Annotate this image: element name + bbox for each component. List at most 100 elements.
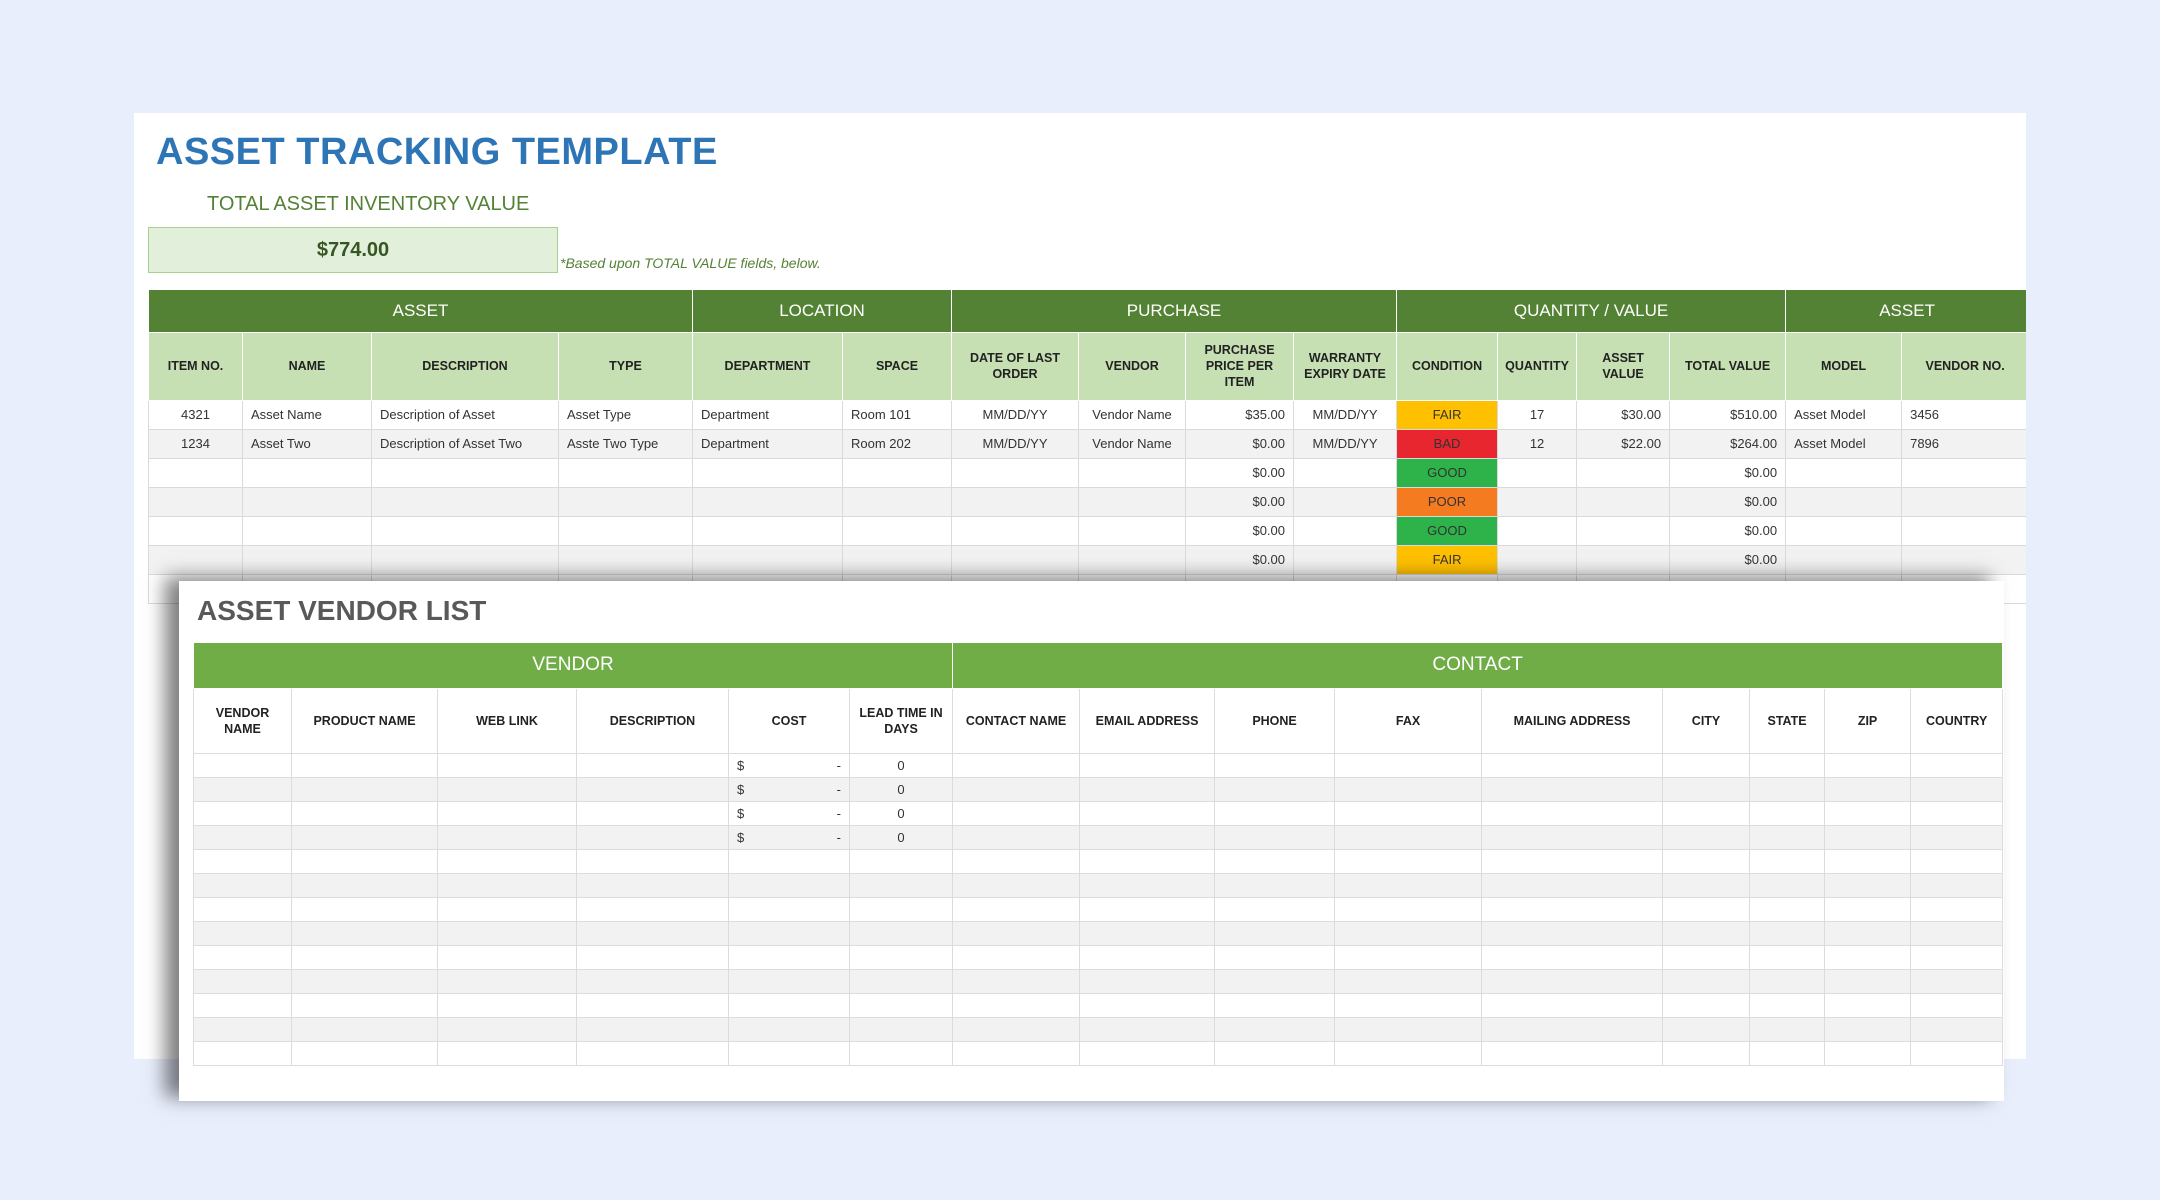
lead-time-cell[interactable] (848, 944, 954, 970)
table-cell[interactable] (148, 486, 243, 517)
table-cell[interactable] (576, 800, 729, 826)
table-cell[interactable] (952, 944, 1081, 970)
table-cell[interactable] (1481, 848, 1664, 874)
vendor-column-header[interactable]: ZIP (1824, 687, 1912, 754)
table-cell[interactable] (1824, 776, 1912, 802)
lead-time-cell[interactable] (848, 920, 954, 946)
table-cell[interactable] (1576, 486, 1671, 517)
cost-cell[interactable]: $ - (728, 800, 850, 826)
table-cell[interactable] (1749, 752, 1826, 778)
table-cell[interactable] (1079, 944, 1216, 970)
table-cell[interactable] (576, 1016, 729, 1042)
table-cell[interactable] (1497, 486, 1578, 517)
cost-cell[interactable] (728, 944, 850, 970)
table-cell[interactable] (1334, 896, 1483, 922)
table-cell[interactable]: MM/DD/YY (1293, 399, 1398, 430)
table-cell[interactable] (1662, 776, 1751, 802)
table-cell[interactable] (291, 1016, 438, 1042)
table-cell[interactable]: $510.00 (1669, 399, 1787, 430)
vendor-column-header[interactable]: FAX (1334, 687, 1483, 754)
table-cell[interactable] (952, 848, 1081, 874)
vendor-column-header[interactable]: COST (728, 687, 850, 754)
table-cell[interactable] (437, 920, 577, 946)
table-cell[interactable]: 1234 (148, 428, 243, 459)
table-cell[interactable] (1749, 896, 1826, 922)
table-cell[interactable] (1079, 824, 1216, 850)
table-cell[interactable] (1334, 944, 1483, 970)
table-cell[interactable]: 4321 (148, 399, 243, 430)
table-cell[interactable] (1079, 968, 1216, 994)
table-cell[interactable] (1785, 457, 1903, 488)
table-cell[interactable] (951, 457, 1080, 488)
vendor-column-header[interactable]: CONTACT NAME (952, 687, 1081, 754)
table-cell[interactable] (576, 872, 729, 898)
vendor-column-header[interactable]: COUNTRY (1910, 687, 2004, 754)
table-cell[interactable] (1910, 992, 2004, 1018)
table-cell[interactable] (1481, 1040, 1664, 1066)
table-cell[interactable] (1749, 1016, 1826, 1042)
lead-time-cell[interactable] (848, 1040, 954, 1066)
table-cell[interactable] (952, 752, 1081, 778)
table-cell[interactable] (558, 486, 693, 517)
table-cell[interactable] (952, 800, 1081, 826)
table-cell[interactable] (1662, 968, 1751, 994)
table-cell[interactable] (193, 752, 292, 778)
lead-time-cell[interactable] (848, 1016, 954, 1042)
asset-column-header[interactable]: MODEL (1785, 331, 1903, 401)
table-cell[interactable] (1824, 1040, 1912, 1066)
table-cell[interactable] (1334, 1040, 1483, 1066)
table-cell[interactable] (1481, 968, 1664, 994)
table-cell[interactable]: Description of Asset Two (371, 428, 559, 459)
condition-cell[interactable]: POOR (1396, 486, 1499, 517)
vendor-column-header[interactable]: CITY (1662, 687, 1751, 754)
table-cell[interactable] (1481, 752, 1664, 778)
condition-cell[interactable]: GOOD (1396, 457, 1499, 488)
vendor-column-header[interactable]: WEB LINK (437, 687, 577, 754)
lead-time-cell[interactable]: 0 (848, 824, 954, 850)
table-cell[interactable] (1824, 872, 1912, 898)
table-cell[interactable] (951, 544, 1080, 575)
table-cell[interactable] (1910, 920, 2004, 946)
table-cell[interactable] (1334, 848, 1483, 874)
table-cell[interactable] (1824, 920, 1912, 946)
table-cell[interactable] (1910, 896, 2004, 922)
table-cell[interactable] (193, 920, 292, 946)
table-cell[interactable]: MM/DD/YY (951, 428, 1080, 459)
table-cell[interactable] (1481, 992, 1664, 1018)
table-cell[interactable]: Asset Name (242, 399, 372, 430)
table-cell[interactable] (951, 486, 1080, 517)
table-cell[interactable]: Department (692, 428, 843, 459)
asset-column-header[interactable]: NAME (242, 331, 372, 401)
table-cell[interactable] (437, 992, 577, 1018)
table-cell[interactable] (1576, 515, 1671, 546)
table-cell[interactable] (1901, 457, 2026, 488)
table-cell[interactable] (193, 896, 292, 922)
table-cell[interactable] (1334, 920, 1483, 946)
table-cell[interactable] (1497, 457, 1578, 488)
table-cell[interactable]: Asset Type (558, 399, 693, 430)
vendor-column-header[interactable]: MAILING ADDRESS (1481, 687, 1664, 754)
table-cell[interactable]: $264.00 (1669, 428, 1787, 459)
table-cell[interactable] (841, 515, 953, 546)
table-cell[interactable] (437, 776, 577, 802)
table-cell[interactable] (1749, 824, 1826, 850)
table-cell[interactable] (952, 776, 1081, 802)
table-cell[interactable] (1749, 968, 1826, 994)
lead-time-cell[interactable] (848, 848, 954, 874)
asset-column-header[interactable]: ITEM NO. (148, 331, 243, 401)
table-cell[interactable] (1662, 1016, 1751, 1042)
table-cell[interactable] (1662, 920, 1751, 946)
table-cell[interactable] (1910, 872, 2004, 898)
condition-cell[interactable]: FAIR (1396, 399, 1499, 430)
table-cell[interactable] (291, 968, 438, 994)
table-cell[interactable] (692, 457, 843, 488)
table-cell[interactable] (1901, 544, 2026, 575)
table-cell[interactable] (1214, 944, 1336, 970)
asset-column-header[interactable]: WARRANTY EXPIRY DATE (1293, 331, 1398, 401)
table-cell[interactable] (1214, 824, 1336, 850)
table-cell[interactable] (1910, 752, 2004, 778)
asset-column-header[interactable]: DEPARTMENT (692, 331, 843, 401)
condition-cell[interactable]: GOOD (1396, 515, 1499, 546)
table-cell[interactable] (1910, 1016, 2004, 1042)
asset-column-header[interactable]: PURCHASE PRICE PER ITEM (1185, 331, 1295, 401)
